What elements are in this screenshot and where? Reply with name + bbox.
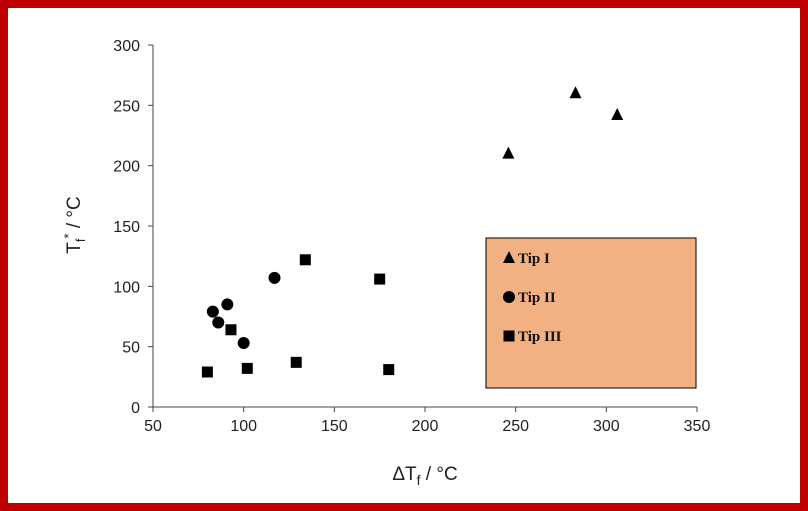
data-point-square [241, 362, 253, 374]
x-tick-label: 200 [412, 418, 439, 435]
x-tick-label: 350 [684, 418, 711, 435]
x-tick-label: 100 [230, 418, 257, 435]
legend-marker-square [503, 330, 515, 342]
legend-box [485, 237, 697, 389]
y-tick-label: 50 [122, 340, 140, 357]
y-axis-title: Tf* / °C [61, 196, 88, 253]
x-tick-label: 300 [593, 418, 620, 435]
data-points [201, 86, 624, 378]
data-point-square [290, 356, 302, 368]
data-point-triangle [611, 107, 624, 120]
y-tick-label: 300 [113, 38, 140, 55]
x-tick-label: 150 [321, 418, 348, 435]
data-point-circle [212, 316, 225, 329]
legend-label: Tip II [518, 290, 556, 306]
legend-label: Tip III [518, 329, 562, 345]
data-point-triangle [502, 146, 515, 159]
data-point-circle [268, 271, 281, 284]
y-tick-label: 250 [113, 98, 140, 115]
y-tick-label: 100 [113, 279, 140, 296]
legend: Tip I Tip II Tip III [485, 237, 697, 389]
data-point-square [299, 254, 311, 266]
legend-marker-triangle [503, 251, 515, 263]
data-point-triangle [569, 86, 582, 99]
x-tick-label: 250 [502, 418, 529, 435]
data-point-circle [206, 305, 219, 318]
data-point-circle [221, 298, 234, 311]
y-tick-label: 0 [131, 400, 140, 417]
data-point-circle [237, 337, 250, 350]
y-tick-label: 150 [113, 219, 140, 236]
y-tick-label: 200 [113, 159, 140, 176]
legend-label: Tip I [518, 251, 550, 267]
x-axis-title: ΔTf / °C [392, 464, 457, 488]
legend-marker-circle [503, 291, 515, 303]
data-point-square [374, 273, 386, 285]
data-point-square [201, 366, 213, 378]
data-point-square [225, 324, 237, 336]
x-tick-label: 50 [144, 418, 162, 435]
data-point-square [383, 364, 395, 376]
